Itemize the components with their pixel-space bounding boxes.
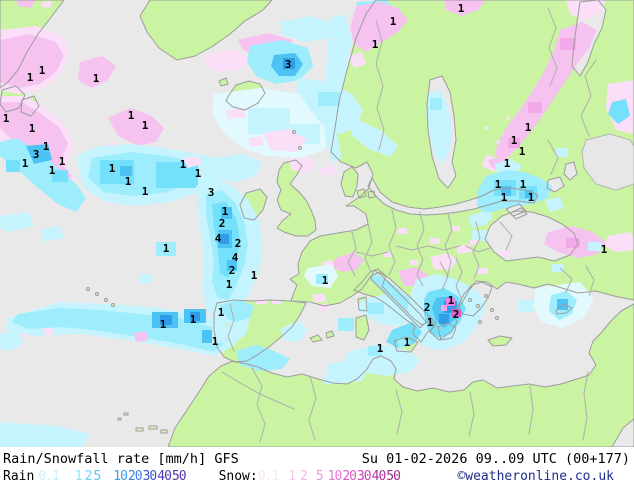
copyright-link[interactable]: ©weatheronline.co.uk (457, 469, 614, 484)
snow-scale-value: 5 (315, 469, 324, 484)
snow-scale: 0.1 1 2 5 1020304050 (257, 469, 401, 484)
snow-scale-value: 50 (386, 469, 401, 484)
precipitation-layer (0, 0, 634, 447)
rain-scale-value: 40 (157, 469, 172, 484)
rain-scale-value: 0.1 (38, 469, 60, 484)
map-title: Rain/Snowfall rate [mm/h] GFS (3, 451, 239, 467)
snow-scale-value: 30 (356, 469, 372, 484)
snow-scale-value: 10 (327, 469, 343, 484)
small-islands (86, 116, 510, 434)
rain-scale-value: 50 (171, 469, 187, 484)
map-canvas (0, 0, 634, 447)
map-footer: Rain/Snowfall rate [mm/h] GFS Su 01-02-2… (0, 447, 634, 490)
snow-scale-value: 40 (371, 469, 387, 484)
snow-scale-value: 0.1 (257, 469, 280, 484)
rain-scale-value: 2 (84, 469, 93, 484)
rain-legend-label: Rain (3, 469, 35, 484)
rain-scale-value: 5 (93, 469, 101, 484)
snow-scale-value: 1 (288, 469, 296, 484)
rain-scale-value: 30 (142, 469, 158, 484)
rain-scale: 0.1 1 2 5 1020304050 (34, 469, 187, 484)
snow-legend-label: Snow: (218, 469, 258, 484)
map-timestamp: Su 01-02-2026 09..09 UTC (00+177) (361, 451, 630, 467)
border-layer (221, 7, 597, 443)
footer-legend-row: Rain 0.1 1 2 5 1020304050 Snow: 0.1 1 2 5 102030… (0, 469, 634, 484)
snow-scale-value: 2 (300, 469, 308, 484)
rain-scale-value: 1 (74, 469, 83, 484)
rain-scale-value: 10 (113, 469, 128, 484)
snow-scale-value: 20 (342, 469, 357, 484)
rain-scale-value: 20 (127, 469, 143, 484)
